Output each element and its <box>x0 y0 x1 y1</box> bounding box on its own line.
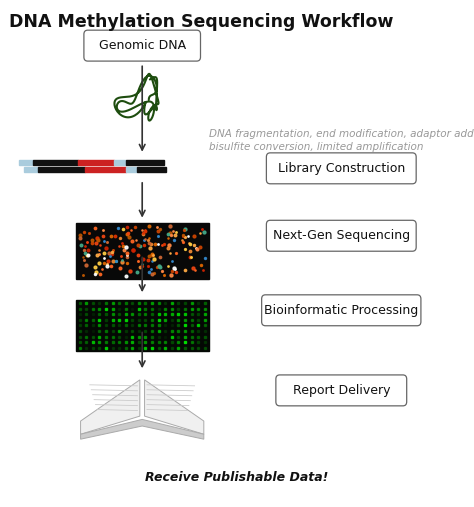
Text: Library Construction: Library Construction <box>278 162 405 175</box>
Bar <box>76 300 209 351</box>
Text: DNA Methylation Sequencing Workflow: DNA Methylation Sequencing Workflow <box>9 13 394 31</box>
Text: Next-Gen Sequencing: Next-Gen Sequencing <box>273 229 410 242</box>
FancyBboxPatch shape <box>276 375 407 406</box>
Bar <box>126 167 137 172</box>
Bar <box>137 167 166 172</box>
Text: Receive Publishable Data!: Receive Publishable Data! <box>146 471 328 484</box>
Bar <box>76 223 209 279</box>
Bar <box>78 160 114 165</box>
Bar <box>85 167 126 172</box>
Bar <box>126 160 164 165</box>
FancyBboxPatch shape <box>84 30 201 61</box>
FancyBboxPatch shape <box>266 153 416 184</box>
Bar <box>33 160 78 165</box>
Bar <box>19 160 33 165</box>
Bar <box>114 160 126 165</box>
Text: DNA fragmentation, end modification, adaptor addition,
bisulfite conversion, lim: DNA fragmentation, end modification, ada… <box>209 129 474 153</box>
Text: Bioinformatic Processing: Bioinformatic Processing <box>264 304 419 317</box>
Text: Report Delivery: Report Delivery <box>292 384 390 397</box>
Bar <box>38 167 85 172</box>
FancyBboxPatch shape <box>262 295 421 325</box>
Polygon shape <box>145 380 204 434</box>
Polygon shape <box>81 380 140 434</box>
Bar <box>24 167 38 172</box>
Polygon shape <box>81 419 204 439</box>
Text: Genomic DNA: Genomic DNA <box>99 39 186 52</box>
FancyBboxPatch shape <box>266 220 416 251</box>
